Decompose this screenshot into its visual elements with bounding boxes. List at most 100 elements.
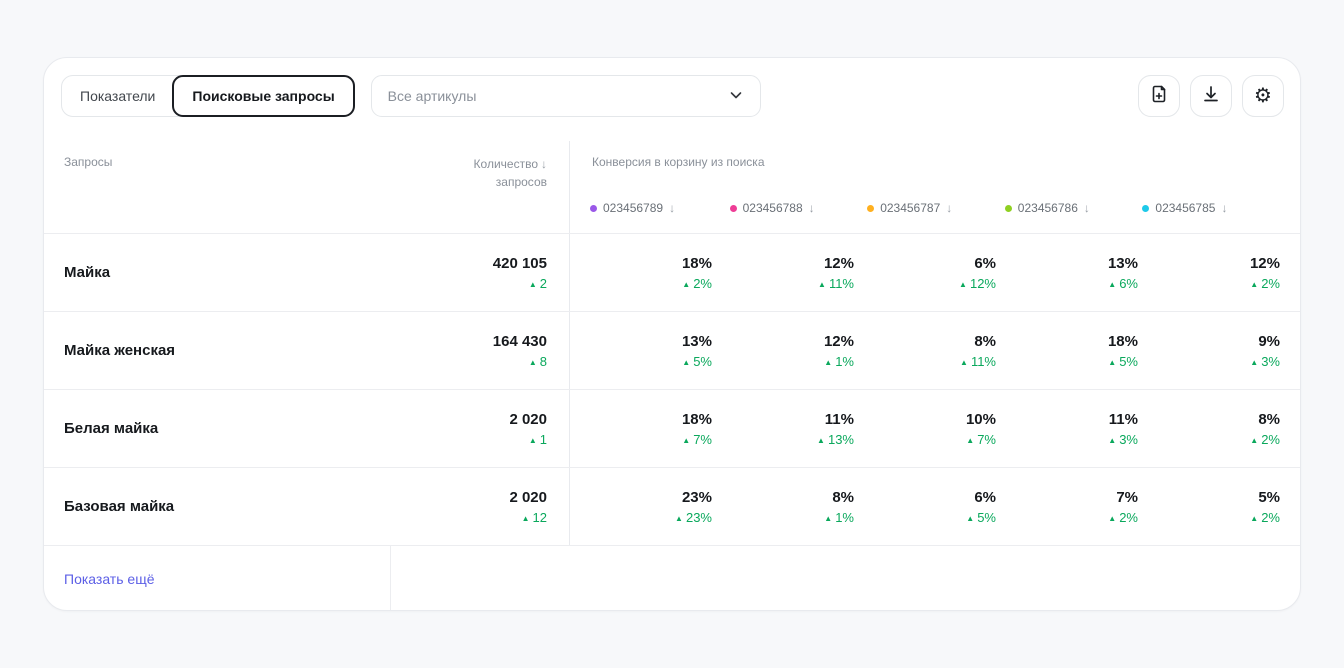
sku-column-header[interactable]: 023456787 ↓ bbox=[867, 201, 1005, 215]
up-arrow-icon: ▲ bbox=[1250, 279, 1259, 289]
tab-search-queries[interactable]: Поисковые запросы bbox=[172, 75, 355, 117]
sku-column-header[interactable]: 023456785 ↓ bbox=[1142, 201, 1280, 215]
conversion-value: 23% bbox=[681, 488, 712, 506]
up-arrow-icon: ▲ bbox=[682, 357, 691, 367]
conversion-cell: 8% ▲ 1% bbox=[712, 468, 854, 545]
conversion-cell: 6% ▲ 5% bbox=[854, 468, 996, 545]
count-delta: ▲ 12 bbox=[521, 509, 547, 525]
conversion-delta: ▲ 5% bbox=[966, 509, 996, 525]
sort-down-icon: ↓ bbox=[808, 201, 815, 215]
conversion-value: 13% bbox=[1107, 254, 1138, 272]
up-arrow-icon: ▲ bbox=[528, 279, 537, 289]
conversion-delta: ▲ 1% bbox=[824, 509, 854, 525]
column-header-count[interactable]: Количество ↓ запросов bbox=[391, 141, 569, 233]
sku-color-dot bbox=[867, 204, 875, 212]
conversion-value: 8% bbox=[1258, 410, 1280, 428]
conversion-cells: 23% ▲ 23% 8% ▲ 1% 6% ▲ 5% 7% ▲ 2% 5% ▲ 2% bbox=[569, 468, 1300, 545]
conversion-delta: ▲ 13% bbox=[817, 431, 854, 447]
conversion-delta: ▲ 2% bbox=[1250, 509, 1280, 525]
toolbar: Показатели Поисковые запросы Все артикул… bbox=[44, 58, 1300, 117]
conversion-value: 8% bbox=[832, 488, 854, 506]
sku-id: 023456785 bbox=[1155, 201, 1216, 215]
conversion-cell: 13% ▲ 5% bbox=[570, 312, 712, 389]
conversion-value: 11% bbox=[1108, 410, 1138, 428]
sku-column-header[interactable]: 023456789 ↓ bbox=[590, 201, 730, 215]
conversion-delta: ▲ 11% bbox=[960, 353, 996, 369]
queries-table: Запросы Количество ↓ запросов Конверсия в… bbox=[44, 141, 1300, 610]
chevron-down-icon bbox=[728, 87, 744, 106]
up-arrow-icon: ▲ bbox=[1108, 357, 1117, 367]
count-cell: 2 020 ▲ 1 bbox=[391, 390, 569, 467]
conversion-delta: ▲ 5% bbox=[682, 353, 712, 369]
sku-color-dot bbox=[1142, 204, 1150, 212]
conversion-cell: 9% ▲ 3% bbox=[1138, 312, 1280, 389]
up-arrow-icon: ▲ bbox=[682, 435, 691, 445]
conversion-header-group: Конверсия в корзину из поиска 023456789 … bbox=[569, 141, 1300, 233]
conversion-value: 10% bbox=[965, 410, 996, 428]
conversion-delta: ▲ 2% bbox=[1250, 431, 1280, 447]
query-cell: Майка bbox=[64, 264, 111, 281]
conversion-cell: 12% ▲ 1% bbox=[712, 312, 854, 389]
conversion-cell: 11% ▲ 13% bbox=[712, 390, 854, 467]
up-arrow-icon: ▲ bbox=[1108, 435, 1117, 445]
conversion-delta: ▲ 3% bbox=[1108, 431, 1138, 447]
conversion-delta: ▲ 2% bbox=[1108, 509, 1138, 525]
footer-rest bbox=[391, 546, 1300, 610]
count-cell: 164 430 ▲ 8 bbox=[391, 312, 569, 389]
conversion-value: 18% bbox=[681, 410, 712, 428]
up-arrow-icon: ▲ bbox=[959, 279, 967, 289]
up-arrow-icon: ▲ bbox=[966, 435, 975, 445]
count-value: 2 020 bbox=[509, 488, 547, 506]
count-header-line2: запросов bbox=[495, 175, 547, 189]
sku-column-header[interactable]: 023456788 ↓ bbox=[729, 201, 868, 215]
up-arrow-icon: ▲ bbox=[818, 279, 826, 289]
conversion-cell: 8% ▲ 11% bbox=[854, 312, 996, 389]
table-header: Запросы Количество ↓ запросов Конверсия в… bbox=[44, 141, 1300, 233]
conversion-cells: 13% ▲ 5% 12% ▲ 1% 8% ▲ 11% 18% ▲ 5% 9% ▲ 3% bbox=[569, 312, 1300, 389]
up-arrow-icon: ▲ bbox=[521, 513, 530, 523]
sort-down-icon: ↓ bbox=[946, 201, 953, 215]
sort-down-icon: ↓ bbox=[541, 157, 547, 171]
conversion-delta: ▲ 5% bbox=[1108, 353, 1138, 369]
count-delta: ▲ 1 bbox=[528, 431, 547, 447]
conversion-cell: 8% ▲ 2% bbox=[1138, 390, 1280, 467]
conversion-value: 6% bbox=[974, 488, 996, 506]
up-arrow-icon: ▲ bbox=[1108, 513, 1117, 523]
conversion-value: 11% bbox=[824, 410, 854, 428]
up-arrow-icon: ▲ bbox=[1250, 435, 1259, 445]
count-delta: ▲ 2 bbox=[528, 275, 547, 291]
table-row: Белая майка 2 020 ▲ 1 18% ▲ 7% 11% ▲ 13% 10… bbox=[44, 389, 1300, 467]
conversion-cell: 10% ▲ 7% bbox=[854, 390, 996, 467]
conversion-cell: 12% ▲ 11% bbox=[712, 234, 854, 311]
conversion-delta: ▲ 2% bbox=[682, 275, 712, 291]
settings-button[interactable]: ⚙ bbox=[1242, 75, 1284, 117]
conversion-value: 18% bbox=[681, 254, 712, 272]
tab-indicators[interactable]: Показатели bbox=[80, 88, 156, 104]
conversion-value: 12% bbox=[823, 254, 854, 272]
sku-header-row: 023456789 ↓ 023456788 ↓ 023456787 ↓ bbox=[590, 201, 1280, 215]
articles-filter-dropdown[interactable]: Все артикулы bbox=[370, 75, 761, 117]
conversion-value: 18% bbox=[1107, 332, 1138, 350]
query-cell: Белая майка bbox=[64, 420, 159, 437]
count-value: 420 105 bbox=[492, 254, 547, 272]
sku-color-dot bbox=[729, 204, 737, 212]
create-report-button[interactable] bbox=[1138, 75, 1180, 117]
up-arrow-icon: ▲ bbox=[528, 357, 537, 367]
up-arrow-icon: ▲ bbox=[824, 513, 833, 523]
conversion-delta: ▲ 3% bbox=[1250, 353, 1280, 369]
up-arrow-icon: ▲ bbox=[528, 435, 537, 445]
articles-filter-value: Все артикулы bbox=[387, 88, 477, 104]
sku-column-header[interactable]: 023456786 ↓ bbox=[1004, 201, 1143, 215]
conversion-value: 7% bbox=[1116, 488, 1138, 506]
up-arrow-icon: ▲ bbox=[1250, 357, 1259, 367]
conversion-cell: 11% ▲ 3% bbox=[996, 390, 1138, 467]
show-more-link[interactable]: Показать ещё bbox=[64, 570, 155, 587]
table-row: Майка 420 105 ▲ 2 18% ▲ 2% 12% ▲ 11% 6% ▲ 12… bbox=[44, 233, 1300, 311]
download-button[interactable] bbox=[1190, 75, 1232, 117]
conversion-cell: 23% ▲ 23% bbox=[570, 468, 712, 545]
toolbar-actions: ⚙ bbox=[1138, 75, 1284, 117]
up-arrow-icon: ▲ bbox=[966, 513, 975, 523]
conversion-cell: 18% ▲ 7% bbox=[570, 390, 712, 467]
count-cell: 2 020 ▲ 12 bbox=[391, 468, 569, 545]
conversion-delta: ▲ 7% bbox=[966, 431, 996, 447]
